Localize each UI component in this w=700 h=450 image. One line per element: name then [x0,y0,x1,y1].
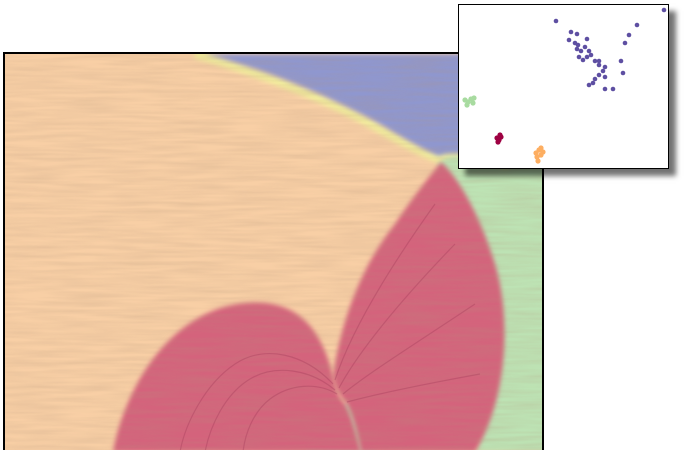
scatter-point-orange [535,158,540,163]
scatter-point-purple [611,87,616,92]
scatter-point-purple [585,37,590,42]
scatter-point-orange [533,150,538,155]
scatter-point-purple [603,65,608,70]
scatter-point-purple [662,8,667,13]
scatter-point-purple [567,38,572,43]
scatter-point-purple [587,49,592,54]
scatter-point-green [464,102,469,107]
scatter-point-purple [623,41,628,46]
scatter-point-purple [593,59,598,64]
scatter-point-red [497,132,502,137]
scatter-point-purple [575,32,580,37]
scatter-point-purple [583,45,588,50]
scatter-canvas [459,5,667,167]
scatter-point-purple [579,49,584,54]
scatter-point-purple [603,87,608,92]
scatter-point-purple [591,81,596,86]
scatter-point-purple [597,63,602,68]
scatter-point-purple [576,43,581,48]
scatter-point-purple [635,23,640,28]
scatter-point-purple [589,53,594,58]
scatter-point-purple [603,75,608,80]
scatter-point-orange [538,145,543,150]
scatter-point-purple [577,55,582,60]
scatter-point-purple [587,83,592,88]
scatter-point-purple [569,30,574,35]
scatter-point-purple [585,55,590,60]
scatter-point-green [471,95,476,100]
scatter-point-red [495,139,500,144]
scatter-point-green [470,100,475,105]
scatter-point-purple [575,47,580,52]
scatter-point-purple [581,58,586,63]
scatter-point-purple [601,69,606,74]
scatter-point-purple [597,59,602,64]
scatter-point-purple [621,71,626,76]
scatter-point-purple [619,59,624,64]
scatter-point-purple [593,77,598,82]
scatter-inset [458,4,669,169]
scatter-point-purple [627,33,632,38]
scatter-point-purple [554,19,559,24]
scatter-point-purple [597,73,602,78]
